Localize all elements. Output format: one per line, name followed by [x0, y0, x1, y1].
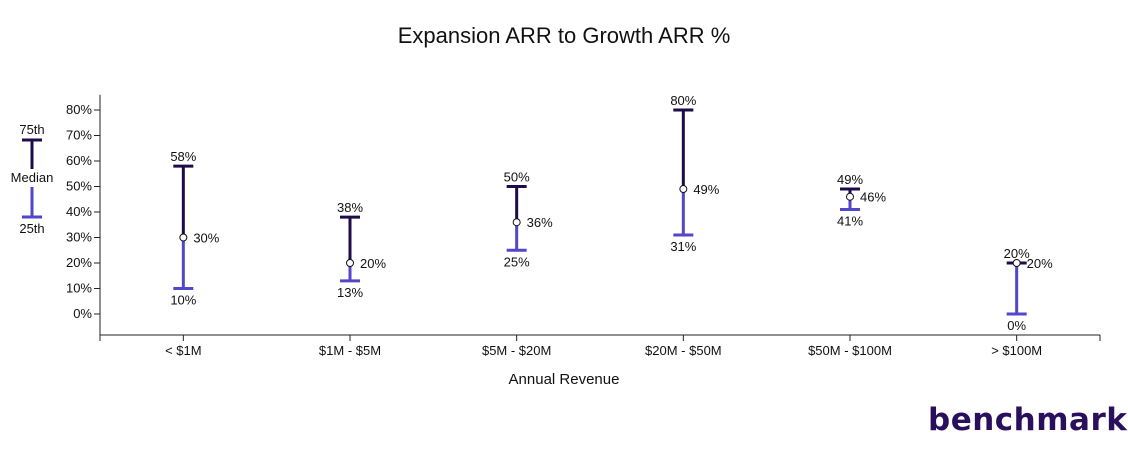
chart-title: Expansion ARR to Growth ARR %: [398, 23, 731, 48]
median-point: [846, 192, 854, 201]
chart-marks: 58%30%10%38%20%13%50%36%25%80%49%31%49%4…: [170, 93, 1053, 333]
median-point: [1012, 259, 1021, 267]
legend-median-label: Median: [11, 170, 54, 185]
y-tick-label: 20%: [66, 255, 92, 270]
x-tick-label: < $1M: [165, 343, 202, 358]
y-tick-label: 30%: [66, 230, 92, 245]
range-group: 20%20% 0%: [1004, 246, 1053, 333]
median-label: 30%: [193, 231, 219, 246]
median-point: [679, 185, 688, 194]
p25-label: 0%: [1007, 318, 1026, 333]
p75-label: 38%: [337, 200, 363, 215]
y-axis: 0% 10% 20% 30% 40% 50% 60% 70% 80%: [66, 94, 101, 335]
legend-75th-label: 75th: [19, 122, 44, 137]
range-group: 49% 46% 41%: [837, 172, 886, 228]
median-point: [512, 218, 521, 227]
legend: 75th Median 25th: [11, 122, 54, 236]
median-point: [346, 259, 354, 267]
median-label: 20%: [1027, 256, 1053, 271]
median-label: 46%: [860, 190, 886, 205]
p75-label: 80%: [670, 93, 696, 108]
range-group: 58% 30% 10%: [170, 149, 219, 307]
p75-label: 20%: [1004, 246, 1030, 261]
p75-label: 58%: [170, 149, 196, 164]
p25-label: 10%: [170, 293, 196, 308]
range-group: 38% 20% 13%: [337, 200, 386, 300]
x-tick-label: > $100M: [991, 343, 1042, 358]
y-tick-label: 40%: [66, 204, 92, 219]
legend-25th-label: 25th: [19, 221, 44, 236]
brand-logo: benchmarkit: [928, 402, 1128, 438]
range-group: 80% 49% 31%: [670, 93, 719, 254]
x-axis-label: Annual Revenue: [509, 371, 620, 388]
p25-label: 41%: [837, 213, 863, 228]
median-label: 20%: [360, 256, 386, 271]
x-tick-label: $5M - $20M: [482, 343, 551, 358]
x-tick-label: $50M - $100M: [808, 343, 892, 358]
median-label: 49%: [693, 182, 719, 197]
p25-label: 31%: [670, 239, 696, 254]
p75-label: 49%: [837, 172, 863, 187]
median-point: [179, 233, 188, 242]
x-tick-label: $1M - $5M: [319, 343, 381, 358]
brand-logo-main: benchmark: [928, 402, 1128, 438]
median-label: 36%: [527, 215, 553, 230]
y-tick-label: 60%: [66, 153, 92, 168]
y-tick-label: 80%: [66, 102, 92, 117]
x-tick-label: $20M - $50M: [645, 343, 722, 358]
y-tick-label: 50%: [66, 179, 92, 194]
p25-label: 13%: [337, 285, 363, 300]
y-tick-label: 0%: [73, 306, 92, 321]
p75-label: 50%: [504, 170, 530, 185]
y-tick-label: 10%: [66, 281, 92, 296]
y-tick-label: 70%: [66, 128, 92, 143]
x-axis: < $1M $1M - $5M $5M - $20M $20M - $50M $50M …: [99, 334, 1101, 358]
range-group: 50% 36% 25%: [504, 170, 553, 270]
p25-label: 25%: [504, 254, 530, 269]
